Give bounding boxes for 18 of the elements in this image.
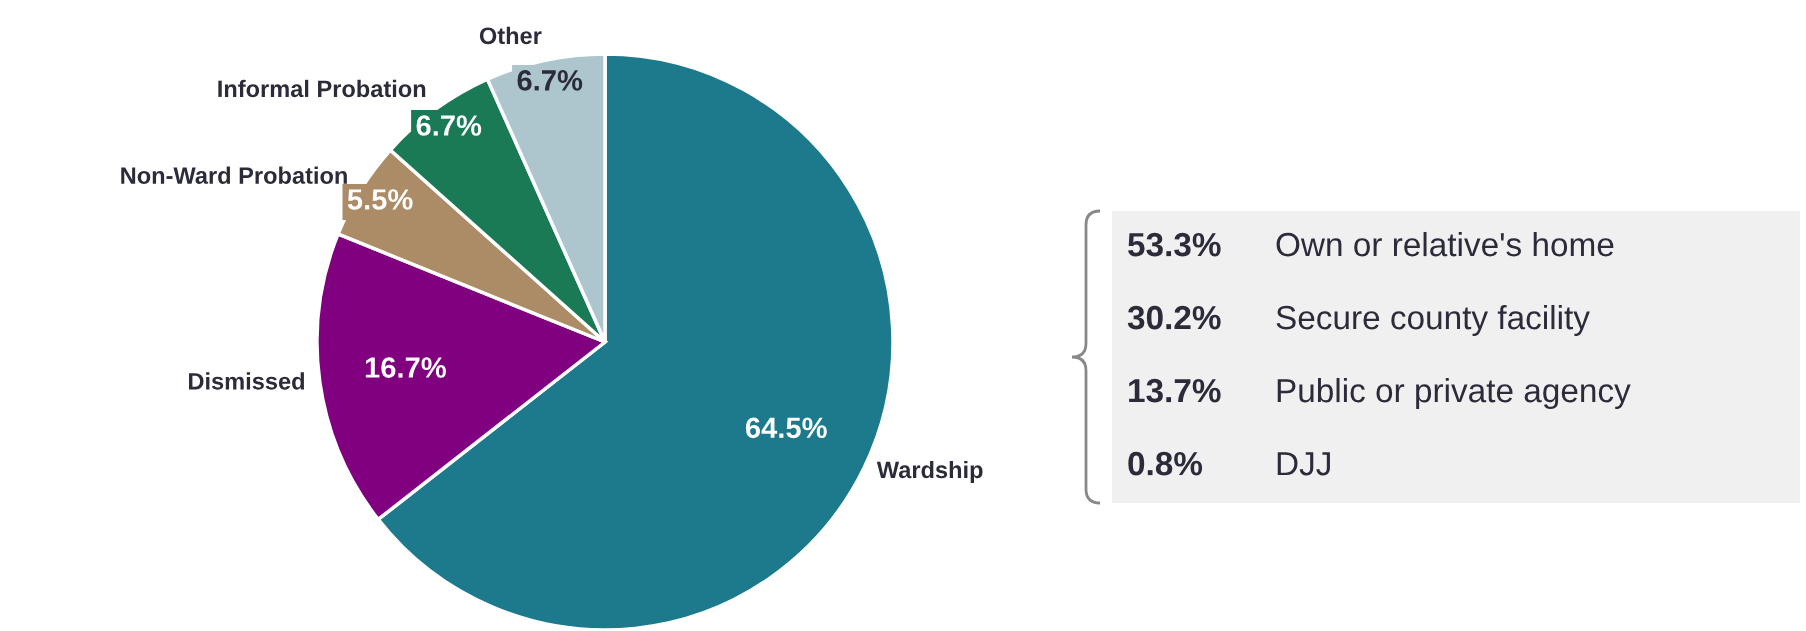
slice-label: Other: [479, 26, 542, 45]
text: 30.2%: [1127, 305, 1221, 330]
data-label: 6.7%: [517, 70, 583, 91]
text: 53.3%: [1128, 232, 1221, 257]
data-label: 64.5%: [745, 417, 827, 439]
data-label: 5.5%: [347, 189, 413, 210]
text: Own or relative's home: [1276, 231, 1614, 257]
data-label: 6.7%: [416, 115, 482, 136]
text: 0.8%: [1128, 451, 1203, 476]
slice-label: Dismissed: [189, 372, 304, 390]
slice-label: Wardship: [876, 460, 983, 483]
text: Secure county facility: [1276, 304, 1590, 337]
text: 13.7%: [1129, 378, 1221, 403]
slice-label: Non-Ward Probation: [121, 166, 347, 184]
text: DJJ: [1277, 452, 1330, 476]
data-label: 16.7%: [365, 357, 446, 378]
text: Public or private agency: [1277, 377, 1631, 410]
slice-label: Informal Probation: [218, 79, 426, 98]
